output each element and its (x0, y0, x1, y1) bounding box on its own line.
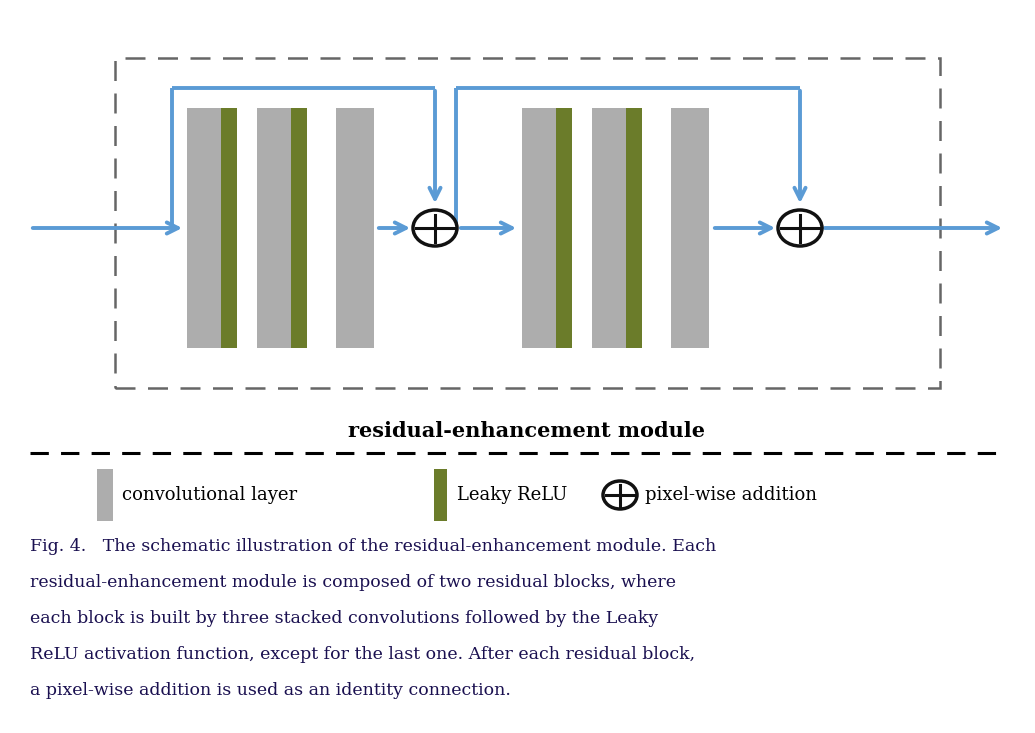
Bar (522, 108, 560, 348)
Text: a pixel-wise addition is used as an identity connection.: a pixel-wise addition is used as an iden… (30, 682, 511, 699)
Bar (671, 108, 709, 348)
Text: convolutional layer: convolutional layer (122, 486, 297, 504)
Bar (626, 108, 642, 348)
Bar (97, 469, 113, 521)
Text: Leaky ReLU: Leaky ReLU (457, 486, 567, 504)
Bar (221, 108, 237, 348)
Ellipse shape (413, 210, 457, 246)
Text: residual-enhancement module is composed of two residual blocks, where: residual-enhancement module is composed … (30, 574, 676, 591)
Bar (556, 108, 572, 348)
Bar (434, 469, 446, 521)
Bar (257, 108, 295, 348)
Text: ReLU activation function, except for the last one. After each residual block,: ReLU activation function, except for the… (30, 646, 696, 663)
Ellipse shape (603, 481, 637, 509)
Text: residual-enhancement module: residual-enhancement module (349, 421, 706, 441)
Bar (336, 108, 374, 348)
Text: pixel-wise addition: pixel-wise addition (645, 486, 817, 504)
Ellipse shape (778, 210, 822, 246)
Bar (187, 108, 225, 348)
Bar (291, 108, 307, 348)
Bar (592, 108, 630, 348)
Text: each block is built by three stacked convolutions followed by the Leaky: each block is built by three stacked con… (30, 610, 658, 627)
Text: Fig. 4.   The schematic illustration of the residual-enhancement module. Each: Fig. 4. The schematic illustration of th… (30, 538, 716, 555)
